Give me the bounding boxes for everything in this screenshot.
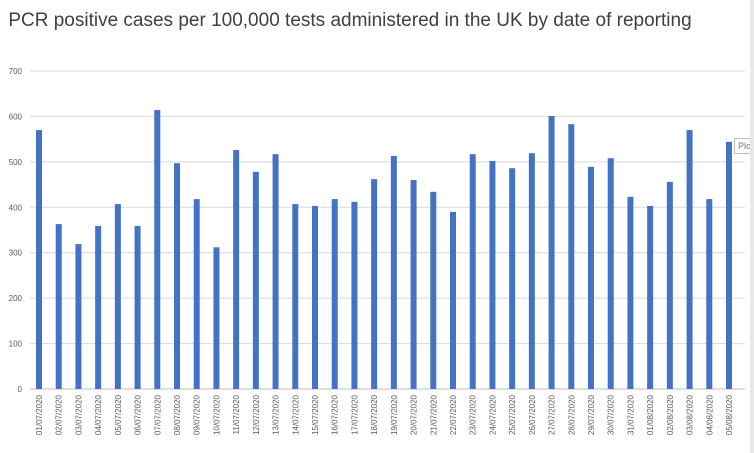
x-tick-label: 12/07/2020 (252, 394, 261, 435)
y-tick-label: 700 (9, 67, 23, 76)
bar[interactable] (252, 171, 259, 389)
bar[interactable] (174, 163, 180, 389)
x-tick-label: 26/07/2020 (528, 394, 537, 435)
bar[interactable] (371, 179, 378, 389)
bar[interactable] (686, 130, 693, 390)
x-tick-label: 01/07/2020 (35, 394, 44, 435)
y-tick-label: 600 (9, 112, 23, 121)
x-tick-label: 17/07/2020 (350, 394, 359, 435)
x-tick-label: 28/07/2020 (567, 394, 576, 435)
bar[interactable] (450, 211, 456, 389)
x-tick-label: 14/07/2020 (291, 394, 300, 435)
x-tick-label: 04/08/2020 (705, 394, 714, 435)
x-tick-label: 10/07/2020 (212, 394, 221, 435)
x-tick-label: 23/07/2020 (469, 394, 478, 435)
x-tick-label: 31/07/2020 (626, 394, 635, 435)
x-tick-label: 19/07/2020 (390, 394, 399, 435)
bar[interactable] (469, 154, 476, 389)
bar[interactable] (95, 225, 102, 389)
bar[interactable] (489, 160, 496, 389)
bar[interactable] (55, 224, 62, 389)
bar[interactable] (627, 196, 634, 389)
x-tick-label: 16/07/2020 (331, 394, 340, 435)
x-tick-label: 27/07/2020 (548, 394, 557, 435)
x-tick-label: 03/07/2020 (74, 394, 83, 435)
x-tick-label: 29/07/2020 (587, 394, 596, 435)
y-tick-label: 0 (18, 385, 23, 394)
chart-title: PCR positive cases per 100,000 tests adm… (8, 10, 692, 31)
x-tick-label: 01/08/2020 (646, 394, 655, 435)
x-tick-label: 24/07/2020 (488, 394, 497, 435)
bar[interactable] (292, 204, 299, 389)
bar[interactable] (272, 154, 279, 389)
bar[interactable] (548, 115, 555, 389)
scrollbar-edge (750, 0, 754, 453)
bar[interactable] (134, 225, 141, 389)
y-tick-label: 100 (9, 340, 23, 349)
x-tick-label: 13/07/2020 (272, 394, 281, 435)
plot-area-tooltip: Plo (734, 138, 754, 154)
x-tick-label: 03/08/2020 (686, 394, 695, 435)
x-tick-label: 05/07/2020 (114, 394, 123, 435)
bar[interactable] (647, 205, 654, 389)
bar[interactable] (568, 124, 575, 389)
bar[interactable] (233, 150, 240, 389)
x-tick-label: 02/07/2020 (55, 394, 64, 435)
bar[interactable] (36, 130, 42, 390)
x-tick-label: 25/07/2020 (508, 394, 517, 435)
y-tick-label: 500 (9, 158, 23, 167)
bar[interactable] (351, 201, 358, 389)
bar[interactable] (390, 155, 397, 389)
x-tick-label: 09/07/2020 (193, 394, 202, 435)
bar[interactable] (430, 191, 437, 389)
x-tick-label: 02/08/2020 (666, 394, 675, 435)
bar[interactable] (726, 141, 732, 389)
x-tick-label: 15/07/2020 (311, 394, 320, 435)
x-tick-label: 18/07/2020 (370, 394, 379, 435)
bar[interactable] (607, 158, 614, 389)
bar[interactable] (154, 110, 161, 389)
x-tick-label: 07/07/2020 (153, 394, 162, 435)
bar[interactable] (75, 244, 82, 389)
bar[interactable] (666, 181, 673, 389)
bar[interactable] (706, 199, 713, 389)
x-tick-label: 08/07/2020 (173, 394, 182, 435)
x-tick-label: 04/07/2020 (94, 394, 103, 435)
x-tick-label: 22/07/2020 (449, 394, 458, 435)
x-tick-label: 11/07/2020 (232, 394, 241, 434)
y-tick-label: 300 (9, 249, 23, 258)
x-tick-label: 21/07/2020 (429, 394, 438, 435)
x-tick-label: 20/07/2020 (410, 394, 419, 435)
x-tick-label: 06/07/2020 (134, 394, 143, 435)
bar[interactable] (213, 247, 220, 389)
bar[interactable] (588, 166, 594, 389)
x-tick-label: 05/08/2020 (725, 394, 734, 435)
bar[interactable] (528, 153, 535, 389)
bar[interactable] (509, 168, 516, 389)
bar[interactable] (193, 199, 200, 389)
bar[interactable] (114, 204, 121, 389)
x-tick-label: 30/07/2020 (607, 394, 616, 435)
bar[interactable] (331, 199, 338, 389)
y-tick-label: 400 (9, 203, 23, 212)
y-tick-label: 200 (9, 294, 23, 303)
bar[interactable] (312, 205, 318, 389)
bar[interactable] (410, 180, 417, 389)
